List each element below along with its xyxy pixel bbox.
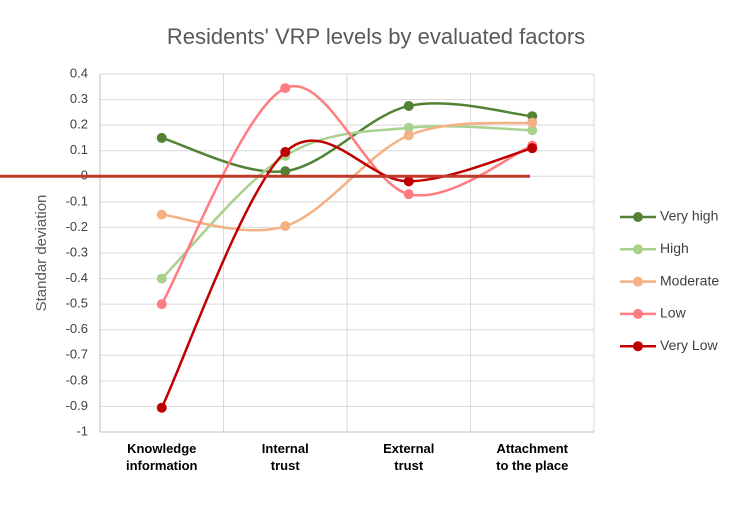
legend-marker [633,308,643,319]
legend-label: Very high [660,208,718,224]
point [527,143,538,154]
point [403,100,414,111]
y-tick-label: -0.9 [66,398,88,413]
legend-marker [633,212,643,222]
y-tick-label: -0.4 [66,270,88,285]
legend-marker [633,341,643,352]
y-tick-label: -0.1 [66,193,88,208]
point [156,209,167,220]
y-tick-label: 0.3 [70,91,88,106]
y-tick-label: -0.8 [66,372,88,387]
point [280,166,291,177]
point [403,130,414,141]
y-tick-label: -0.7 [66,347,88,362]
y-tick-label: -0.2 [66,219,88,234]
line-series [161,121,533,232]
y-tick-label: 0.1 [70,142,88,157]
y-tick-label: -1 [76,423,88,438]
y-tick-label: 0.4 [70,65,88,80]
x-tick-label: Internal trust [262,441,309,473]
line-series [160,124,533,280]
point [403,189,414,200]
y-tick-label: -0.6 [66,321,88,336]
point [156,273,167,284]
y-axis-label: Standar deviation [33,195,50,312]
legend-label: Moderate [660,272,719,288]
x-tick-label: Attachment to the place [496,441,569,473]
point [156,402,167,413]
point [156,299,167,310]
y-tick-label: -0.5 [66,296,88,311]
line-series [161,102,533,173]
line-series [160,139,533,409]
point [403,122,414,133]
point [280,83,291,94]
point [280,221,291,232]
x-tick-label: External trust [383,441,434,473]
line-series [160,84,533,305]
point [403,176,414,187]
legend-marker [633,276,643,287]
legend-label: Very Low [660,337,718,353]
legend-label: High [660,240,689,256]
point [280,146,291,157]
point [527,125,538,136]
point [156,132,167,143]
y-tick-label: 0.2 [70,117,88,132]
chart-title: Residents' VRP levels by evaluated facto… [167,24,585,49]
legend-marker [633,244,643,255]
y-tick-label: -0.3 [66,244,88,259]
point [527,117,538,128]
x-tick-label: Knowledge information [126,441,198,473]
legend-label: Low [660,305,687,321]
